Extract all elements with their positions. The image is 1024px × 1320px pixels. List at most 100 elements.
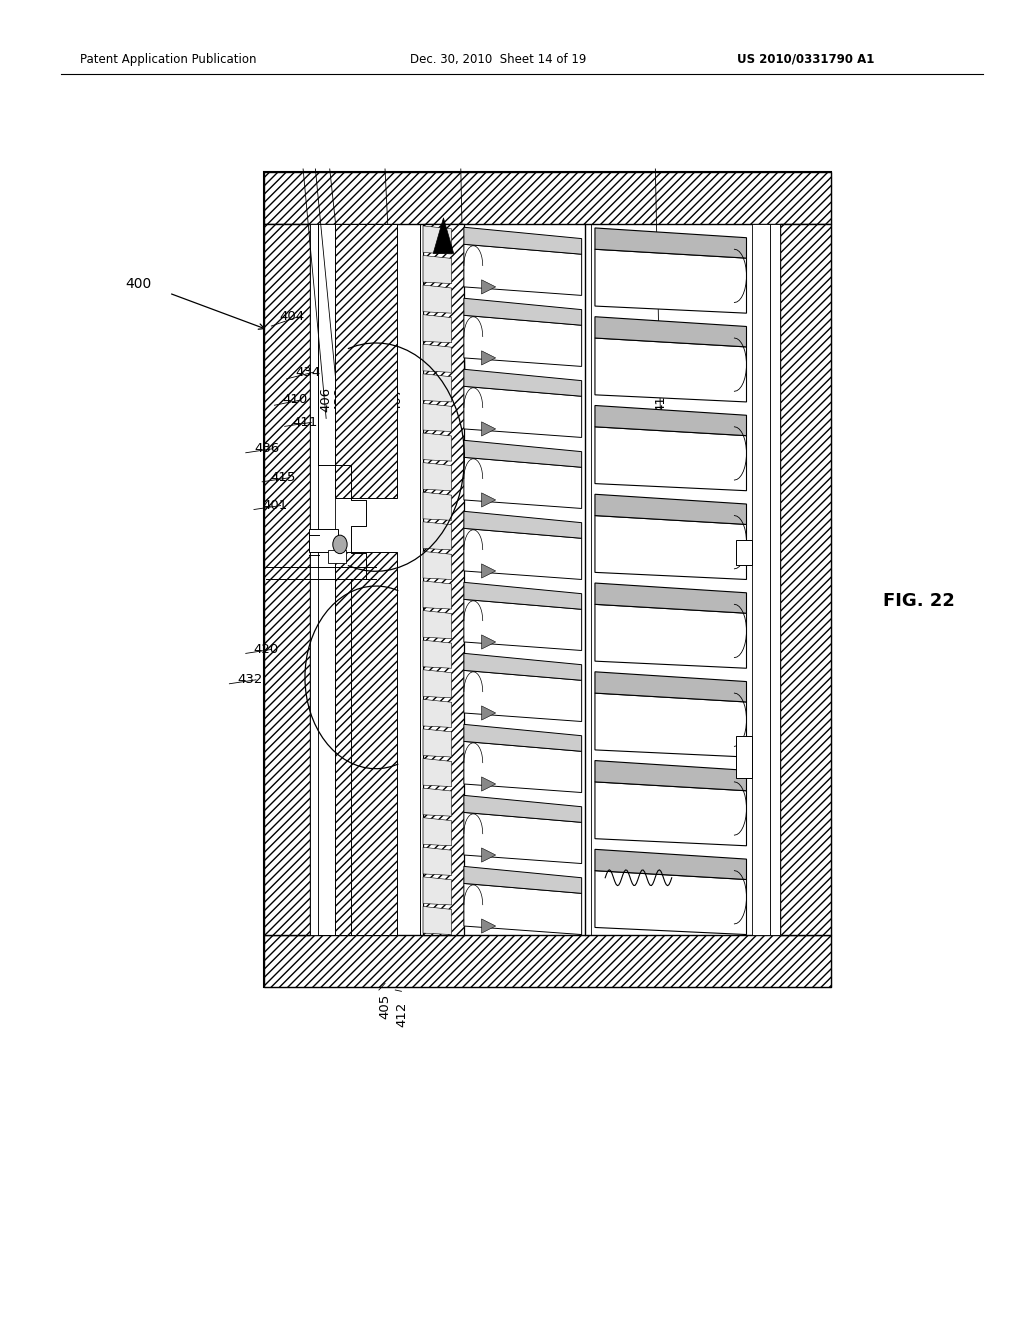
Polygon shape xyxy=(481,280,496,294)
Text: 411: 411 xyxy=(293,416,318,429)
Polygon shape xyxy=(423,611,452,639)
Polygon shape xyxy=(595,516,746,579)
Polygon shape xyxy=(481,492,496,507)
Text: a: a xyxy=(327,539,334,552)
Bar xyxy=(264,224,310,935)
Text: 408: 408 xyxy=(350,387,362,412)
Text: 418: 418 xyxy=(654,387,667,412)
Polygon shape xyxy=(595,583,746,614)
Polygon shape xyxy=(464,796,582,822)
Polygon shape xyxy=(464,653,582,680)
Bar xyxy=(310,224,318,935)
Polygon shape xyxy=(595,317,746,347)
Polygon shape xyxy=(464,227,582,255)
Bar xyxy=(423,224,464,935)
Polygon shape xyxy=(595,405,746,436)
Bar xyxy=(328,549,346,562)
Text: 415: 415 xyxy=(270,471,296,484)
Polygon shape xyxy=(423,314,452,343)
Polygon shape xyxy=(464,742,582,792)
Polygon shape xyxy=(464,244,582,296)
Text: 432: 432 xyxy=(238,673,263,686)
Polygon shape xyxy=(423,669,452,698)
Polygon shape xyxy=(481,847,496,862)
Polygon shape xyxy=(595,494,746,524)
Text: 407: 407 xyxy=(391,387,403,412)
Polygon shape xyxy=(464,528,582,579)
Polygon shape xyxy=(423,552,452,579)
Polygon shape xyxy=(464,883,582,935)
Bar xyxy=(752,224,770,935)
Polygon shape xyxy=(595,781,746,846)
Text: 414: 414 xyxy=(460,387,472,412)
Polygon shape xyxy=(595,672,746,702)
Polygon shape xyxy=(464,812,582,863)
Polygon shape xyxy=(423,817,452,846)
Polygon shape xyxy=(423,345,452,372)
Text: 434: 434 xyxy=(295,366,321,379)
Polygon shape xyxy=(595,338,746,401)
Polygon shape xyxy=(433,218,454,253)
Polygon shape xyxy=(481,422,496,436)
Polygon shape xyxy=(464,315,582,367)
Polygon shape xyxy=(423,256,452,284)
Polygon shape xyxy=(423,374,452,401)
Bar xyxy=(264,935,831,987)
Text: 406: 406 xyxy=(319,387,333,412)
Text: 438: 438 xyxy=(333,387,346,412)
Polygon shape xyxy=(481,635,496,649)
Polygon shape xyxy=(464,298,582,325)
Polygon shape xyxy=(464,441,582,467)
Text: 436: 436 xyxy=(254,442,280,455)
Bar xyxy=(780,224,831,935)
Polygon shape xyxy=(595,426,746,491)
Text: 412: 412 xyxy=(395,1002,408,1027)
Polygon shape xyxy=(423,700,452,727)
Bar xyxy=(318,224,335,935)
Polygon shape xyxy=(423,759,452,787)
Circle shape xyxy=(333,535,347,553)
Polygon shape xyxy=(481,706,496,721)
Text: FIG. 22: FIG. 22 xyxy=(883,591,954,610)
Text: 420: 420 xyxy=(253,643,279,656)
Bar xyxy=(264,172,831,987)
Polygon shape xyxy=(423,226,452,253)
Bar xyxy=(264,172,831,224)
Polygon shape xyxy=(481,564,496,578)
Polygon shape xyxy=(464,582,582,610)
Bar xyxy=(770,224,780,935)
Polygon shape xyxy=(423,847,452,875)
Polygon shape xyxy=(595,228,746,259)
Polygon shape xyxy=(423,581,452,609)
Polygon shape xyxy=(464,387,582,437)
Text: 410: 410 xyxy=(283,393,308,407)
Polygon shape xyxy=(481,919,496,933)
Polygon shape xyxy=(464,671,582,722)
Polygon shape xyxy=(595,871,746,935)
Polygon shape xyxy=(595,605,746,668)
Polygon shape xyxy=(464,370,582,396)
Polygon shape xyxy=(423,729,452,758)
Polygon shape xyxy=(464,866,582,894)
Polygon shape xyxy=(595,249,746,313)
Polygon shape xyxy=(423,788,452,816)
Polygon shape xyxy=(595,693,746,758)
Polygon shape xyxy=(464,457,582,508)
Polygon shape xyxy=(423,640,452,668)
Bar xyxy=(736,735,752,779)
Polygon shape xyxy=(464,725,582,751)
Polygon shape xyxy=(423,907,452,935)
Bar xyxy=(736,540,752,565)
Text: 401: 401 xyxy=(262,499,288,512)
Bar xyxy=(335,552,397,935)
Polygon shape xyxy=(423,521,452,550)
Text: 405: 405 xyxy=(379,994,391,1019)
Polygon shape xyxy=(423,285,452,313)
Text: US 2010/0331790 A1: US 2010/0331790 A1 xyxy=(737,53,874,66)
Polygon shape xyxy=(595,760,746,791)
Text: Patent Application Publication: Patent Application Publication xyxy=(80,53,256,66)
Polygon shape xyxy=(464,511,582,539)
Polygon shape xyxy=(595,849,746,879)
Polygon shape xyxy=(423,492,452,520)
Polygon shape xyxy=(481,351,496,366)
